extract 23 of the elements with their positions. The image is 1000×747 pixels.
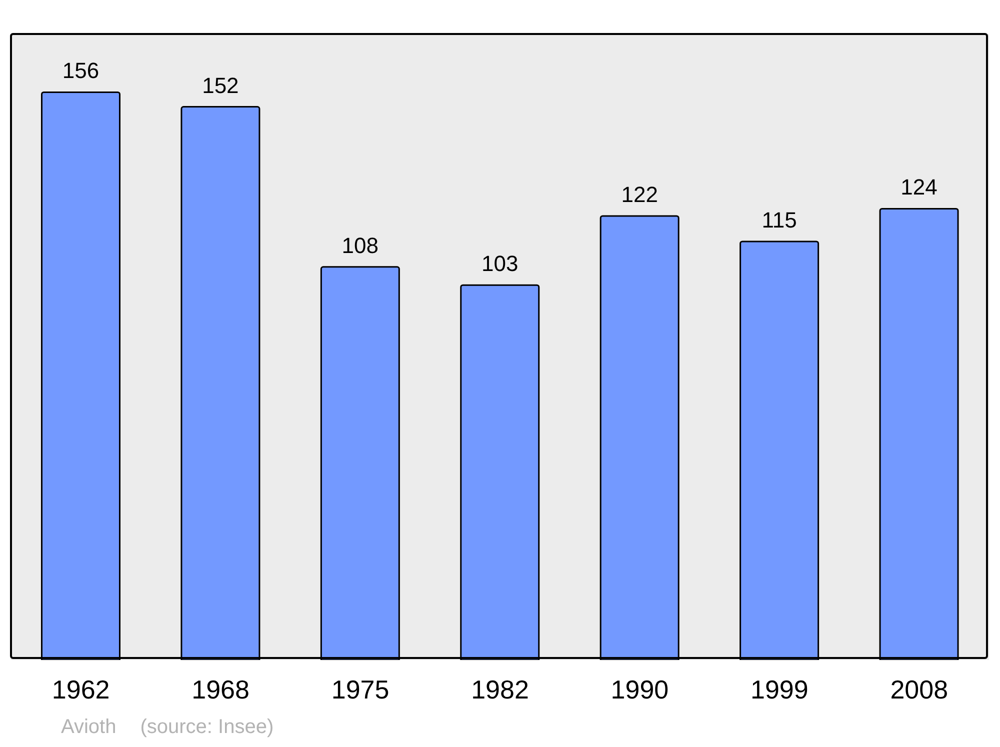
data-label: 108	[342, 232, 379, 258]
data-label: 115	[762, 207, 797, 232]
x-tick-label: 1990	[610, 674, 669, 704]
x-tick-label: 1982	[471, 674, 529, 704]
bar	[879, 208, 959, 660]
data-label: 152	[202, 72, 239, 98]
x-tick-label: 1968	[192, 674, 250, 704]
bar	[600, 215, 680, 660]
text: (source: Insee)	[140, 716, 274, 739]
data-label: 156	[62, 58, 100, 84]
text: Avioth	[61, 716, 116, 739]
x-tick-label: 2008	[890, 674, 948, 704]
data-label: 122	[621, 182, 658, 207]
x-tick-label: 1999	[750, 674, 808, 704]
bar	[740, 240, 820, 660]
x-tick-label: 1975	[331, 674, 390, 704]
x-tick-label: 1962	[52, 674, 110, 704]
bar	[180, 106, 260, 660]
bar	[40, 91, 120, 660]
data-label: 124	[900, 174, 938, 200]
bar	[460, 284, 540, 660]
bar	[320, 266, 400, 660]
data-label: 103	[482, 251, 518, 276]
